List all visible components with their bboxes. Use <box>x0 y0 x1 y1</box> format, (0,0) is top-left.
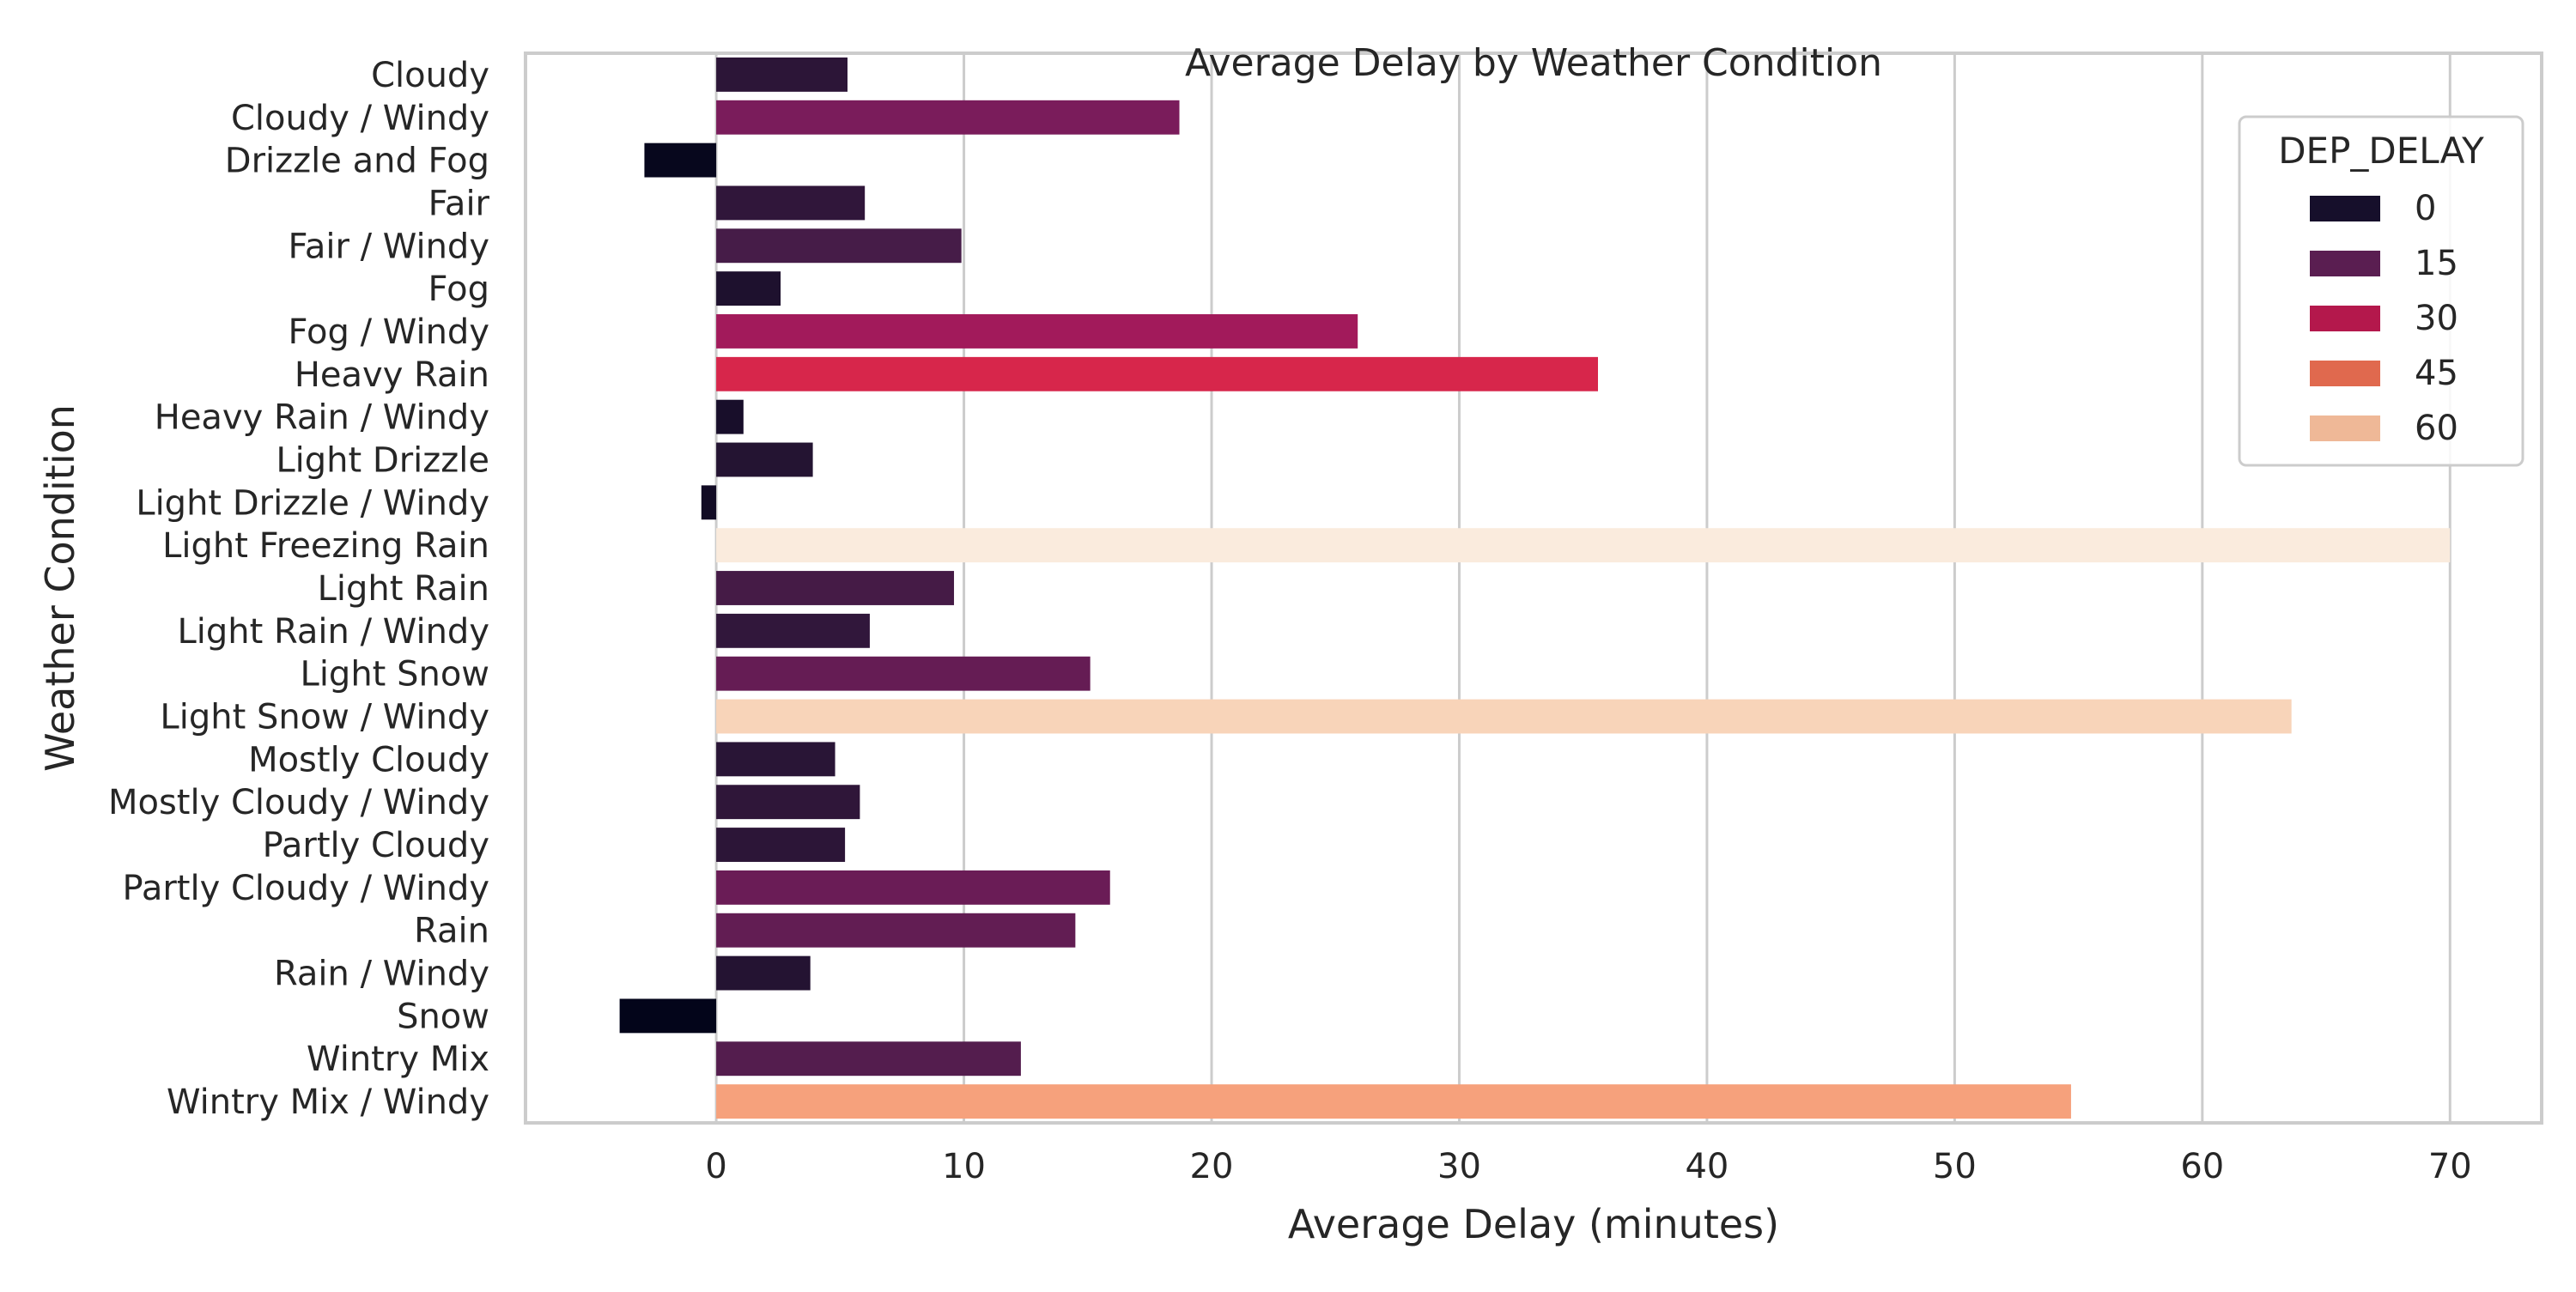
bar-light-snow <box>716 656 1091 691</box>
y-tick-label-wintry-mix-windy: Wintry Mix / Windy <box>167 1083 489 1122</box>
bar-mostly-cloudy-windy <box>716 785 860 820</box>
bar-heavy-rain <box>716 356 1598 391</box>
y-tick-label-light-snow-windy: Light Snow / Windy <box>160 698 489 737</box>
x-tick-label-40: 40 <box>1685 1147 1728 1186</box>
legend: DEP_DELAY 0 15 30 45 60 <box>2238 115 2524 467</box>
y-tick-label-mostly-cloudy: Mostly Cloudy <box>248 740 489 779</box>
y-tick-label-fair-windy: Fair / Windy <box>288 227 489 266</box>
legend-swatch-60 <box>2310 416 2380 441</box>
y-tick-label-fog: Fog <box>428 270 489 309</box>
bar-light-drizzle <box>716 442 813 477</box>
bar-light-rain-windy <box>716 613 870 648</box>
legend-label-15: 15 <box>2415 244 2458 283</box>
bar-light-drizzle-windy <box>701 485 717 520</box>
y-tick-label-wintry-mix: Wintry Mix <box>307 1040 489 1079</box>
bar-fair <box>716 185 866 221</box>
bar-fair-windy <box>716 228 962 264</box>
y-tick-label-light-drizzle-windy: Light Drizzle / Windy <box>136 483 489 523</box>
chart-title: Average Delay by Weather Condition <box>1185 41 1882 85</box>
y-tick-label-mostly-cloudy-windy: Mostly Cloudy / Windy <box>108 783 489 822</box>
legend-swatch-30 <box>2310 306 2380 331</box>
y-tick-label-partly-cloudy: Partly Cloudy <box>263 826 489 865</box>
x-tick-label-30: 30 <box>1437 1147 1481 1186</box>
y-tick-label-light-rain-windy: Light Rain / Windy <box>177 612 489 652</box>
bar-mostly-cloudy <box>716 742 835 777</box>
y-tick-label-heavy-rain: Heavy Rain <box>295 355 489 395</box>
bar-rain <box>716 913 1076 948</box>
legend-label-0: 0 <box>2415 189 2436 228</box>
bar-rain-windy <box>716 955 811 991</box>
bar-light-rain <box>716 571 955 605</box>
y-tick-label-rain-windy: Rain / Windy <box>274 955 489 994</box>
y-tick-label-fog-windy: Fog / Windy <box>288 312 489 352</box>
y-tick-label-light-rain: Light Rain <box>318 569 489 609</box>
y-tick-label-cloudy: Cloudy <box>371 56 489 95</box>
bar-wintry-mix-windy <box>716 1084 2071 1119</box>
y-tick-label-drizzle-and-fog: Drizzle and Fog <box>225 142 489 181</box>
plot-frame <box>524 52 2543 1125</box>
x-tick-label-0: 0 <box>705 1147 726 1186</box>
bar-partly-cloudy <box>716 828 846 862</box>
bar-partly-cloudy-windy <box>716 870 1110 905</box>
x-axis-label: Average Delay (minutes) <box>1288 1201 1779 1247</box>
bar-cloudy-windy <box>716 100 1180 135</box>
y-tick-label-heavy-rain-windy: Heavy Rain / Windy <box>155 398 489 438</box>
legend-swatch-45 <box>2310 361 2380 386</box>
y-tick-label-light-snow: Light Snow <box>301 655 489 695</box>
legend-label-30: 30 <box>2415 299 2458 338</box>
bar-drizzle-and-fog <box>644 143 717 178</box>
legend-title: DEP_DELAY <box>2278 130 2484 172</box>
y-tick-label-rain: Rain <box>414 912 489 951</box>
bar-heavy-rain-windy <box>716 399 744 434</box>
y-tick-label-light-drizzle: Light Drizzle <box>276 440 489 480</box>
y-tick-label-fair: Fair <box>428 184 490 223</box>
x-tick-label-60: 60 <box>2180 1147 2224 1186</box>
x-tick-label-50: 50 <box>1933 1147 1977 1186</box>
bar-snow <box>619 998 717 1034</box>
x-tick-label-10: 10 <box>942 1147 986 1186</box>
bar-light-snow-windy <box>716 699 2292 734</box>
bar-wintry-mix <box>716 1041 1021 1077</box>
bar-fog <box>716 271 781 306</box>
y-axis-label: Weather Condition <box>37 404 83 772</box>
y-tick-label-partly-cloudy-windy: Partly Cloudy / Windy <box>123 869 490 908</box>
legend-label-60: 60 <box>2415 409 2458 448</box>
y-tick-label-cloudy-windy: Cloudy / Windy <box>231 99 489 138</box>
bar-light-freezing-rain <box>716 528 2451 563</box>
x-tick-label-70: 70 <box>2428 1147 2472 1186</box>
legend-label-45: 45 <box>2415 354 2458 393</box>
bar-fog-windy <box>716 314 1358 349</box>
legend-swatch-15 <box>2310 251 2380 276</box>
x-tick-label-20: 20 <box>1190 1147 1234 1186</box>
y-tick-label-light-freezing-rain: Light Freezing Rain <box>162 526 489 566</box>
y-tick-label-snow: Snow <box>397 997 489 1036</box>
bar-cloudy <box>716 57 848 92</box>
legend-swatch-0 <box>2310 196 2380 221</box>
